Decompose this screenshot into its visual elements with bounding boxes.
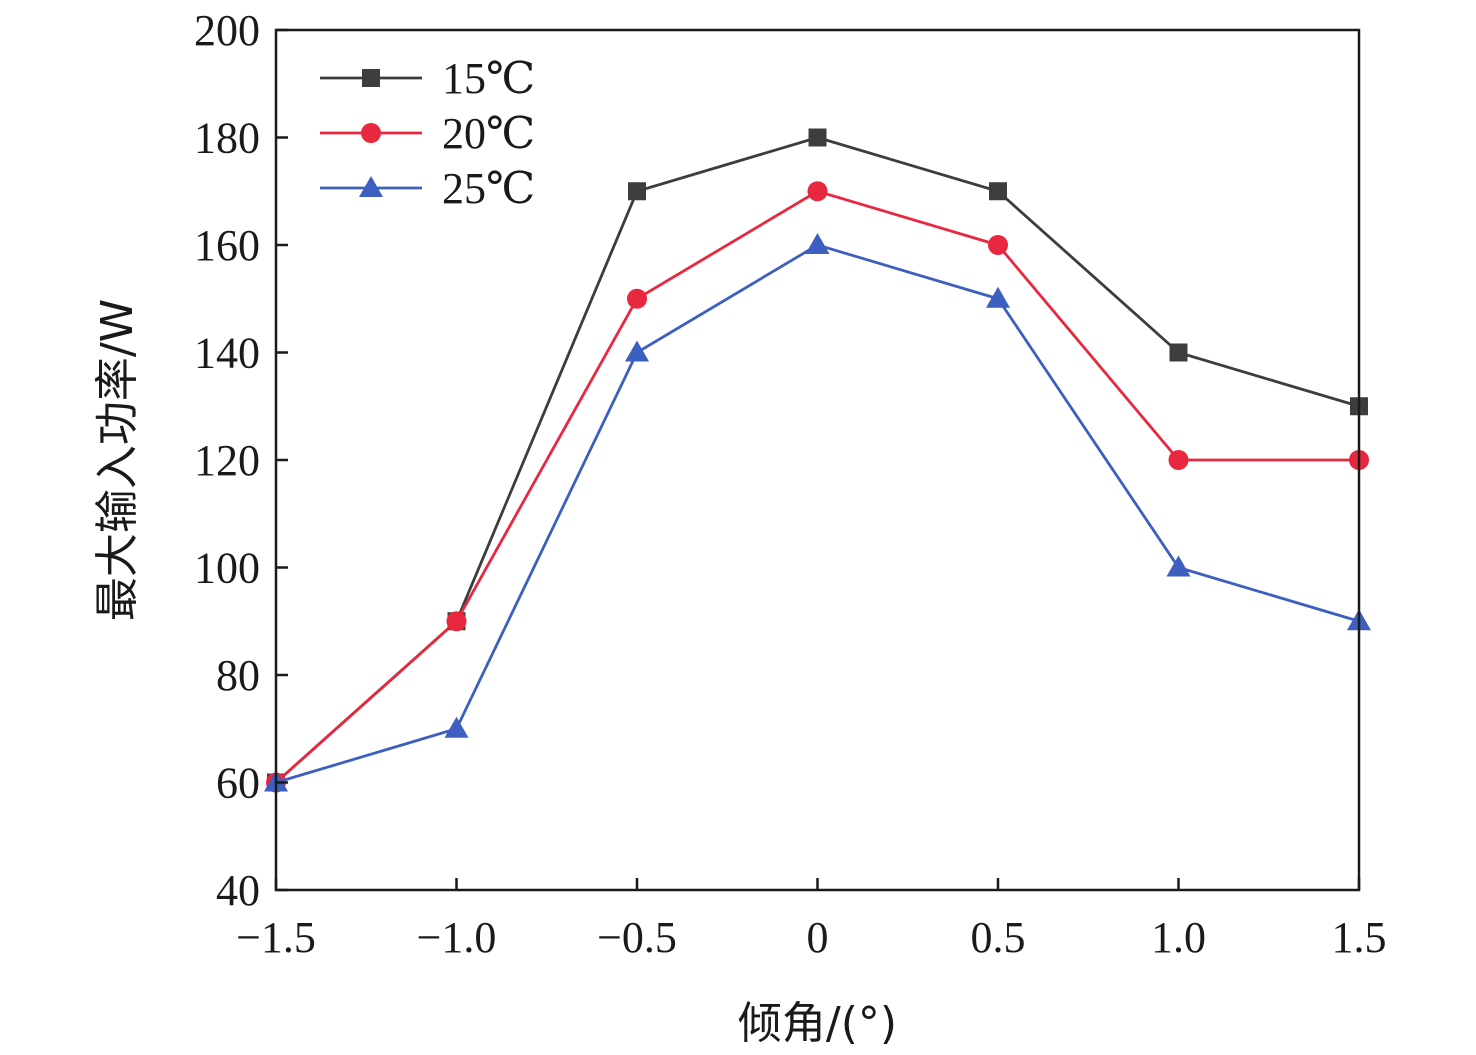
x-tick-label: 0.5 xyxy=(971,913,1026,962)
y-tick-label: 200 xyxy=(194,6,260,55)
legend-item: 15℃ xyxy=(320,54,535,103)
data-point xyxy=(986,286,1010,308)
data-point xyxy=(1166,555,1191,577)
y-tick-label: 80 xyxy=(216,651,260,700)
series-2 xyxy=(266,181,1369,793)
x-axis-title: 倾角/(°) xyxy=(738,998,897,1049)
data-point xyxy=(627,288,647,309)
data-point xyxy=(446,611,467,632)
legend-label: 20℃ xyxy=(442,109,535,158)
data-point xyxy=(989,182,1007,201)
series-line xyxy=(275,189,1359,784)
y-tick-label: 160 xyxy=(194,221,260,270)
y-tick-label: 100 xyxy=(194,544,260,593)
legend-marker xyxy=(359,176,383,197)
legend-item: 20℃ xyxy=(320,109,535,158)
data-point xyxy=(628,182,646,201)
data-point xyxy=(444,716,469,738)
y-tick-label: 40 xyxy=(216,866,260,915)
y-tick-label: 60 xyxy=(216,759,260,808)
data-point xyxy=(808,128,827,147)
legend-label: 15℃ xyxy=(442,54,535,103)
y-tick-label: 180 xyxy=(194,114,260,163)
x-tick-label: 1.5 xyxy=(1332,913,1387,962)
legend: 15℃ 20℃ 25℃ xyxy=(320,54,535,213)
y-tick-label: 120 xyxy=(194,436,260,485)
x-tick-label: −1.0 xyxy=(417,913,497,962)
x-tick-label: −1.5 xyxy=(236,913,316,962)
legend-label: 25℃ xyxy=(442,164,535,213)
series-3 xyxy=(264,233,1371,792)
data-point xyxy=(807,181,828,202)
series-line xyxy=(275,243,1360,784)
data-point xyxy=(1169,343,1188,362)
y-axis-title: 最大输入功率/W xyxy=(92,299,143,621)
legend-marker xyxy=(361,123,381,143)
x-tick-label: 0 xyxy=(807,913,829,962)
data-point xyxy=(1168,450,1189,470)
x-tick-label: 1.0 xyxy=(1151,913,1206,962)
legend-item: 25℃ xyxy=(320,164,535,213)
x-tick-label: −0.5 xyxy=(597,913,677,962)
ticks-layer: 40 60 80 100 120 140 160 180 200 −1.5 −1.0 −0.5 0 0.5… xyxy=(194,6,1387,962)
legend-marker xyxy=(362,69,380,87)
y-tick-label: 140 xyxy=(194,329,260,378)
data-point xyxy=(625,340,649,362)
series-layer xyxy=(264,128,1371,793)
data-point xyxy=(805,233,830,254)
data-point xyxy=(988,235,1008,255)
